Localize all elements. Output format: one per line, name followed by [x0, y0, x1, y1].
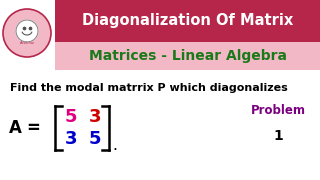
Text: Problem: Problem [251, 103, 306, 116]
Text: Acsibhai: Acsibhai [20, 41, 35, 45]
Text: Find the modal matrrix P which diagonalizes: Find the modal matrrix P which diagonali… [10, 83, 288, 93]
Text: $\mathbf{A}$ =: $\mathbf{A}$ = [8, 119, 41, 137]
Circle shape [3, 9, 51, 57]
Text: .: . [112, 138, 117, 154]
Text: 5: 5 [89, 130, 101, 148]
Circle shape [4, 10, 50, 56]
Text: 3: 3 [89, 108, 101, 126]
FancyBboxPatch shape [55, 0, 320, 42]
FancyBboxPatch shape [55, 42, 320, 70]
Circle shape [16, 20, 38, 42]
Text: Diagonalization Of Matrix: Diagonalization Of Matrix [82, 14, 294, 28]
Text: 3: 3 [65, 130, 77, 148]
Circle shape [265, 123, 291, 149]
Text: Matrices - Linear Algebra: Matrices - Linear Algebra [89, 49, 287, 63]
Text: 1: 1 [273, 129, 283, 143]
Text: 5: 5 [65, 108, 77, 126]
